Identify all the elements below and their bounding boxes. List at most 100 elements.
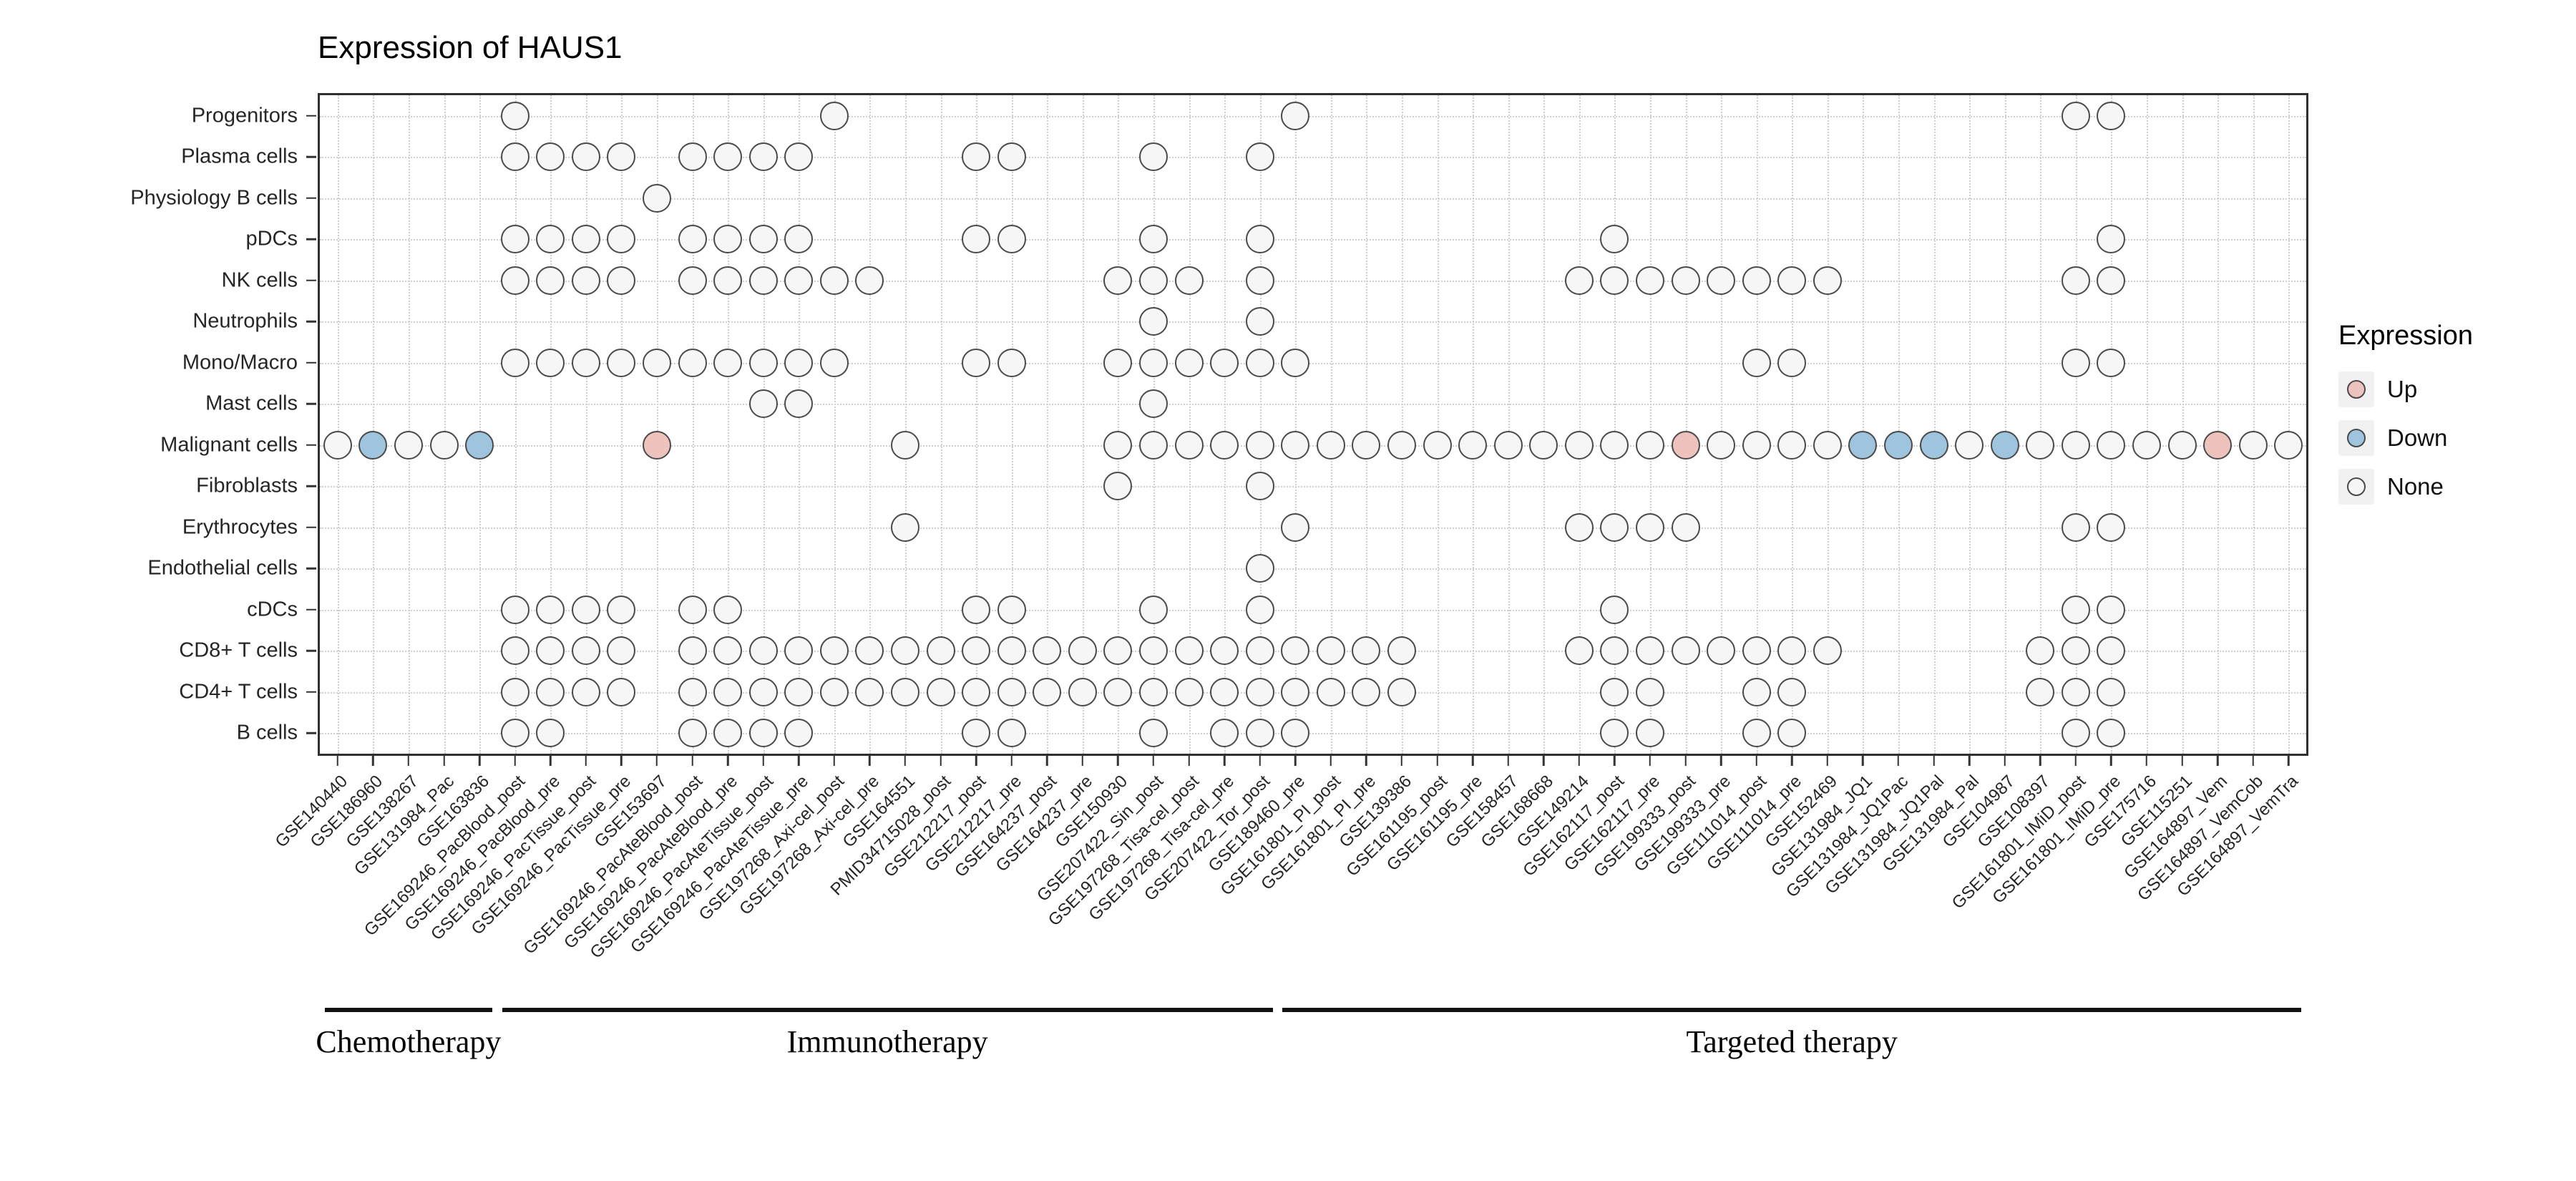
expression-dot [748, 389, 778, 419]
gridline-horizontal [320, 239, 2306, 241]
expression-dot [1600, 266, 1629, 295]
gridline-vertical [621, 95, 623, 754]
expression-dot [1600, 719, 1629, 748]
expression-dot [1387, 636, 1416, 666]
gridline-vertical [1330, 95, 1332, 754]
expression-dot [1138, 389, 1168, 419]
expression-dot [607, 636, 636, 666]
expression-dot [1033, 677, 1062, 706]
gridline-vertical [834, 95, 836, 754]
gridline-vertical [1118, 95, 1120, 754]
expression-dot [323, 430, 352, 460]
x-axis-tick [2216, 756, 2219, 766]
expression-dot [784, 266, 814, 295]
expression-dot [1813, 430, 1842, 460]
gridline-vertical [1366, 95, 1368, 754]
gridline-vertical [2182, 95, 2184, 754]
x-axis-tick [904, 756, 907, 766]
expression-dot [607, 225, 636, 254]
x-axis-tick [478, 756, 481, 766]
gridline-vertical [1721, 95, 1723, 754]
x-axis-tick [514, 756, 516, 766]
gridline-vertical [1153, 95, 1155, 754]
gridline-vertical [1649, 95, 1652, 754]
expression-dot [1777, 348, 1807, 377]
gridline-vertical [1792, 95, 1794, 754]
expression-dot [1174, 430, 1204, 460]
gridline-vertical [1259, 95, 1262, 754]
expression-dot [1600, 677, 1629, 706]
expression-dot [1635, 430, 1664, 460]
expression-dot [1068, 677, 1097, 706]
gridline-vertical [2218, 95, 2220, 754]
gridline-horizontal [320, 404, 2306, 406]
y-axis-tick [306, 732, 316, 734]
expression-dot [1600, 595, 1629, 624]
expression-dot [1529, 430, 1558, 460]
legend-key [2338, 420, 2374, 456]
gridline-horizontal [320, 609, 2306, 611]
expression-dot [2061, 101, 2090, 130]
expression-dot [607, 266, 636, 295]
expression-dot [1777, 430, 1807, 460]
expression-dot [1138, 307, 1168, 336]
expression-dot [890, 636, 919, 666]
x-axis-tick [1436, 756, 1438, 766]
expression-dot [536, 266, 565, 295]
legend-key [2338, 371, 2374, 407]
expression-dot [1955, 430, 1984, 460]
expression-dot [1138, 719, 1168, 748]
expression-dot [997, 225, 1026, 254]
expression-dot [748, 636, 778, 666]
expression-dot [1245, 266, 1274, 295]
x-axis-tick [2004, 756, 2006, 766]
expression-dot [819, 677, 849, 706]
gridline-vertical [1508, 95, 1510, 754]
y-axis-tick [306, 279, 316, 281]
expression-dot [1635, 677, 1664, 706]
y-axis-label: Mast cells [205, 392, 298, 415]
expression-dot [1742, 348, 1771, 377]
gridline-vertical [763, 95, 765, 754]
expression-dot [500, 348, 530, 377]
legend-entry-label: Down [2387, 424, 2448, 451]
expression-dot [1883, 430, 1913, 460]
expression-dot [2097, 677, 2126, 706]
gridline-horizontal [320, 568, 2306, 570]
expression-dot [890, 677, 919, 706]
expression-dot [1210, 636, 1239, 666]
gridline-vertical [408, 95, 410, 754]
x-axis-tick [2287, 756, 2290, 766]
expression-dot [997, 595, 1026, 624]
expression-dot [962, 142, 991, 172]
gridline-vertical [656, 95, 658, 754]
expression-dot [1138, 430, 1168, 460]
gridline-horizontal [320, 486, 2306, 488]
expression-dot [1245, 472, 1274, 501]
x-axis-tick [1968, 756, 1971, 766]
y-axis-label: B cells [236, 721, 298, 744]
x-axis-tick [1719, 756, 1722, 766]
x-axis-tick [691, 756, 693, 766]
expression-dot [678, 348, 707, 377]
expression-dot [1707, 430, 1736, 460]
expression-dot [748, 348, 778, 377]
legend: Expression Up Down None [2338, 321, 2473, 517]
expression-dot [500, 266, 530, 295]
expression-dot [819, 348, 849, 377]
x-axis-tick [1010, 756, 1013, 766]
y-axis: Progenitors Plasma cells Physiology B cell… [0, 95, 318, 754]
expression-dot [1138, 266, 1168, 295]
expression-dot [962, 677, 991, 706]
expression-dot [1316, 677, 1345, 706]
expression-dot [1742, 430, 1771, 460]
expression-dot [748, 719, 778, 748]
expression-dot [997, 142, 1026, 172]
expression-dot [748, 266, 778, 295]
gridline-vertical [1189, 95, 1191, 754]
expression-dot [2026, 677, 2055, 706]
expression-dot [1742, 266, 1771, 295]
x-axis-tick [2145, 756, 2148, 766]
gridline-vertical [904, 95, 907, 754]
expression-dot [571, 595, 600, 624]
